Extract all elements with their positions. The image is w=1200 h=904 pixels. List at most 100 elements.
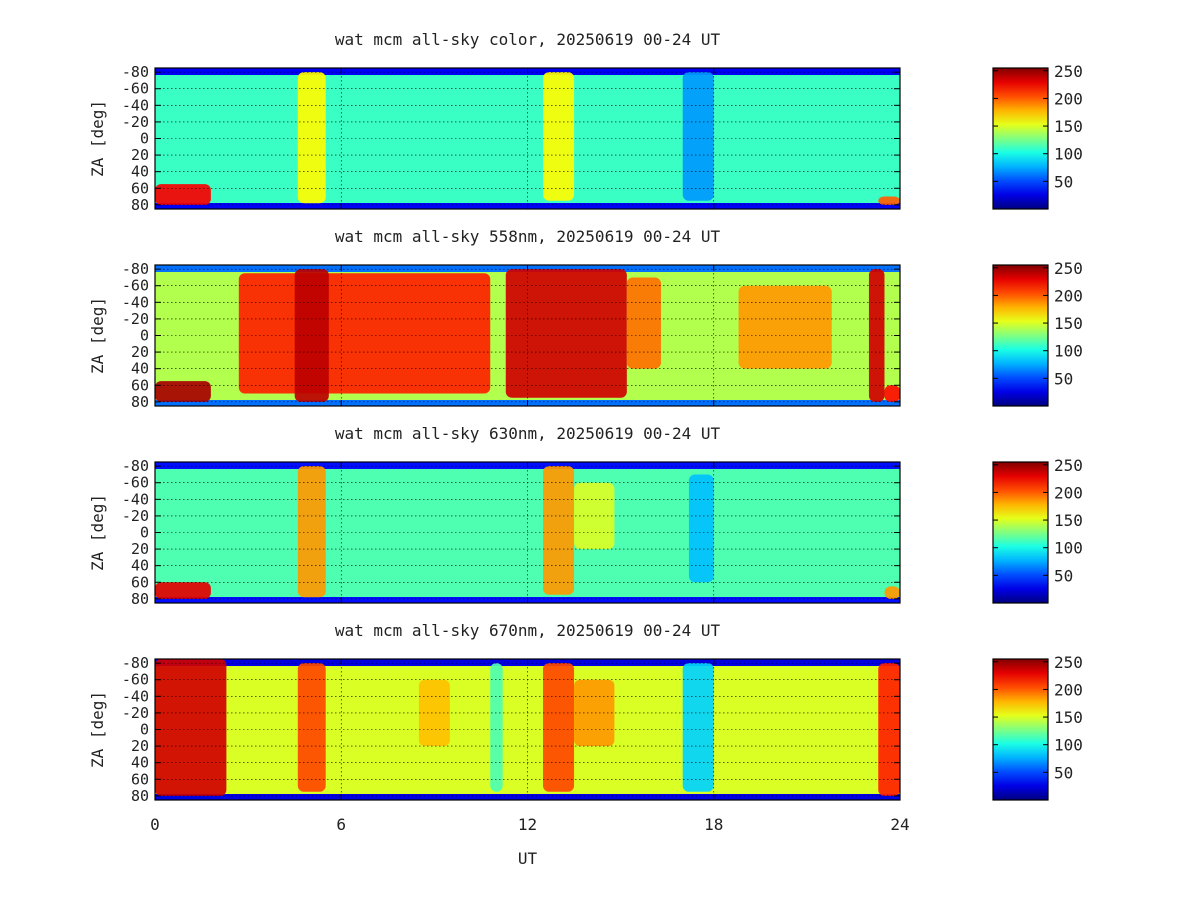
y-tick-label: 40 xyxy=(131,754,149,772)
heatmap-feature xyxy=(490,663,503,792)
y-tick-label: 80 xyxy=(131,393,149,411)
y-tick-label: -60 xyxy=(122,277,149,295)
y-axis-label: ZA [deg] xyxy=(88,297,107,374)
x-tick-label: 24 xyxy=(890,815,909,834)
heatmap-feature xyxy=(238,273,491,394)
colorbar-frame xyxy=(992,658,1049,801)
colorbar-tick-label: 100 xyxy=(1054,145,1083,164)
heatmap-feature xyxy=(543,72,575,201)
heatmap-feature xyxy=(297,663,326,792)
y-tick-label: -60 xyxy=(122,80,149,98)
y-tick-label: -20 xyxy=(122,704,149,722)
y-tick-label: 60 xyxy=(131,573,149,591)
colorbar xyxy=(993,462,1048,603)
y-axis-label: ZA [deg] xyxy=(88,494,107,571)
colorbar xyxy=(993,265,1048,406)
heatmap-feature xyxy=(297,466,326,598)
y-axis-label: ZA [deg] xyxy=(88,691,107,768)
y-tick-label: 60 xyxy=(131,376,149,394)
y-tick-label: -80 xyxy=(122,654,149,672)
heatmap-feature xyxy=(682,663,714,792)
y-tick-label: -40 xyxy=(122,96,149,114)
heatmap-feature xyxy=(688,474,714,583)
heatmap-feature xyxy=(418,679,450,747)
panel-title: wat mcm all-sky color, 20250619 00-24 UT xyxy=(335,30,721,49)
y-axis-label: ZA [deg] xyxy=(88,100,107,177)
y-tick-label: 20 xyxy=(131,343,149,361)
x-tick-label: 0 xyxy=(150,815,160,834)
colorbar-tick-label: 150 xyxy=(1054,708,1083,727)
colorbar-tick-label: 50 xyxy=(1054,172,1073,191)
y-tick-label: 0 xyxy=(140,130,149,148)
y-tick-label: -40 xyxy=(122,293,149,311)
y-tick-label: 60 xyxy=(131,179,149,197)
colorbar-frame xyxy=(992,264,1049,407)
heatmap-feature xyxy=(297,72,326,204)
y-tick-label: 20 xyxy=(131,737,149,755)
heatmap-feature xyxy=(543,663,575,792)
heatmap-feature xyxy=(868,269,885,402)
y-tick-label: 0 xyxy=(140,524,149,542)
colorbar-tick-label: 200 xyxy=(1054,286,1083,305)
colorbar-tick-label: 250 xyxy=(1054,653,1083,672)
heatmap-feature xyxy=(738,285,832,369)
y-tick-label: 40 xyxy=(131,163,149,181)
y-tick-label: -20 xyxy=(122,507,149,525)
y-tick-label: 80 xyxy=(131,196,149,214)
y-tick-label: -40 xyxy=(122,490,149,508)
heatmap-feature xyxy=(626,277,661,369)
heatmap-feature xyxy=(682,72,714,201)
colorbar-tick-label: 100 xyxy=(1054,539,1083,558)
panel-title: wat mcm all-sky 670nm, 20250619 00-24 UT xyxy=(335,621,721,640)
y-tick-label: -80 xyxy=(122,260,149,278)
y-tick-label: 40 xyxy=(131,360,149,378)
y-tick-label: -80 xyxy=(122,457,149,475)
panel-title: wat mcm all-sky 558nm, 20250619 00-24 UT xyxy=(335,227,721,246)
x-tick-label: 6 xyxy=(336,815,346,834)
heatmap-feature xyxy=(884,385,900,402)
y-tick-label: 20 xyxy=(131,540,149,558)
y-tick-label: -60 xyxy=(122,474,149,492)
colorbar-tick-label: 200 xyxy=(1054,680,1083,699)
colorbar-tick-label: 100 xyxy=(1054,342,1083,361)
colorbar-tick-label: 200 xyxy=(1054,89,1083,108)
y-tick-label: 40 xyxy=(131,557,149,575)
heatmap-feature xyxy=(155,381,211,402)
colorbar-tick-label: 50 xyxy=(1054,763,1073,782)
y-tick-label: 80 xyxy=(131,590,149,608)
colorbar xyxy=(993,659,1048,800)
colorbar-tick-label: 250 xyxy=(1054,456,1083,475)
colorbar-tick-label: 100 xyxy=(1054,736,1083,755)
y-tick-label: -40 xyxy=(122,687,149,705)
heatmap-feature xyxy=(155,659,227,796)
y-tick-label: 0 xyxy=(140,327,149,345)
x-tick-label: 18 xyxy=(704,815,723,834)
colorbar-tick-label: 250 xyxy=(1054,259,1083,278)
heatmap-feature xyxy=(878,196,900,205)
heatmap-feature xyxy=(155,184,211,205)
colorbar-tick-label: 50 xyxy=(1054,369,1073,388)
heatmap-feature xyxy=(505,269,627,398)
y-tick-label: -20 xyxy=(122,310,149,328)
y-tick-label: -80 xyxy=(122,63,149,81)
heatmap-feature xyxy=(884,586,900,599)
x-axis-label: UT xyxy=(518,849,538,868)
colorbar-tick-label: 250 xyxy=(1054,62,1083,81)
y-tick-label: 0 xyxy=(140,721,149,739)
panel-title: wat mcm all-sky 630nm, 20250619 00-24 UT xyxy=(335,424,721,443)
colorbar-tick-label: 50 xyxy=(1054,566,1073,585)
y-tick-label: 80 xyxy=(131,787,149,805)
colorbar-tick-label: 150 xyxy=(1054,314,1083,333)
y-tick-label: 20 xyxy=(131,146,149,164)
x-tick-label: 12 xyxy=(518,815,537,834)
colorbar-tick-label: 200 xyxy=(1054,483,1083,502)
colorbar-tick-label: 150 xyxy=(1054,511,1083,530)
y-tick-label: -20 xyxy=(122,113,149,131)
colorbar-frame xyxy=(992,67,1049,210)
heatmap-feature xyxy=(155,582,211,599)
